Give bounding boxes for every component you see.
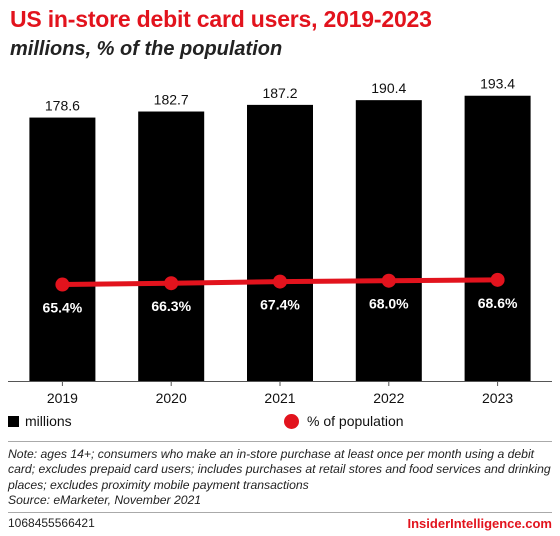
note-text: Note: ages 14+; consumers who make an in… (8, 447, 551, 492)
x-tick-label-2021: 2021 (264, 390, 295, 406)
legend-dot-swatch (284, 413, 299, 429)
chart-id: 1068455566421 (8, 516, 95, 530)
x-tick-label-2022: 2022 (373, 390, 404, 406)
divider-bottom (8, 512, 552, 513)
line-value-label-2022: 68.0% (369, 296, 409, 312)
line-value-label-2021: 67.4% (260, 297, 300, 313)
bar-2019 (29, 117, 96, 381)
line-point-2019 (55, 277, 70, 292)
x-tick-label-2020: 2020 (156, 390, 187, 406)
chart-title: US in-store debit card users, 2019-2023 (10, 6, 432, 32)
legend: millions % of population (8, 413, 552, 437)
line-point-2023 (490, 272, 505, 287)
footnote: Note: ages 14+; consumers who make an in… (8, 447, 556, 508)
bar-value-label-2019: 178.6 (45, 98, 80, 114)
chart-subtitle: millions, % of the population (10, 38, 283, 60)
bar-2022 (355, 100, 422, 381)
bar-2023 (464, 95, 531, 382)
legend-bar-swatch (8, 415, 19, 427)
line-point-2020 (164, 276, 179, 291)
bar-2021 (247, 104, 313, 381)
bar-value-label-2023: 193.4 (480, 76, 515, 92)
divider-top (8, 441, 552, 442)
bar-value-label-2020: 182.7 (154, 92, 189, 108)
x-tick-label-2019: 2019 (47, 390, 78, 406)
legend-label-millions: millions (25, 413, 72, 429)
legend-label-percent: % of population (307, 413, 404, 429)
bar-2020 (138, 111, 205, 381)
brand-logo-text: InsiderIntelligence.com (407, 516, 553, 531)
line-point-2022 (381, 273, 396, 288)
line-value-label-2019: 65.4% (43, 300, 83, 316)
line-value-label-2023: 68.6% (478, 295, 518, 311)
line-value-label-2020: 66.3% (151, 298, 191, 314)
bar-value-label-2021: 187.2 (262, 85, 297, 101)
bar-value-label-2022: 190.4 (371, 80, 406, 96)
legend-item-percent: % of population (284, 413, 404, 429)
legend-item-millions: millions (8, 413, 72, 429)
source-text: Source: eMarketer, November 2021 (8, 492, 202, 507)
x-tick-label-2023: 2023 (482, 390, 513, 406)
line-point-2021 (273, 274, 287, 289)
bar-line-chart: 178.6 182.7 187.2 190.4 193.4 2019 2020 2021 202… (8, 76, 552, 406)
